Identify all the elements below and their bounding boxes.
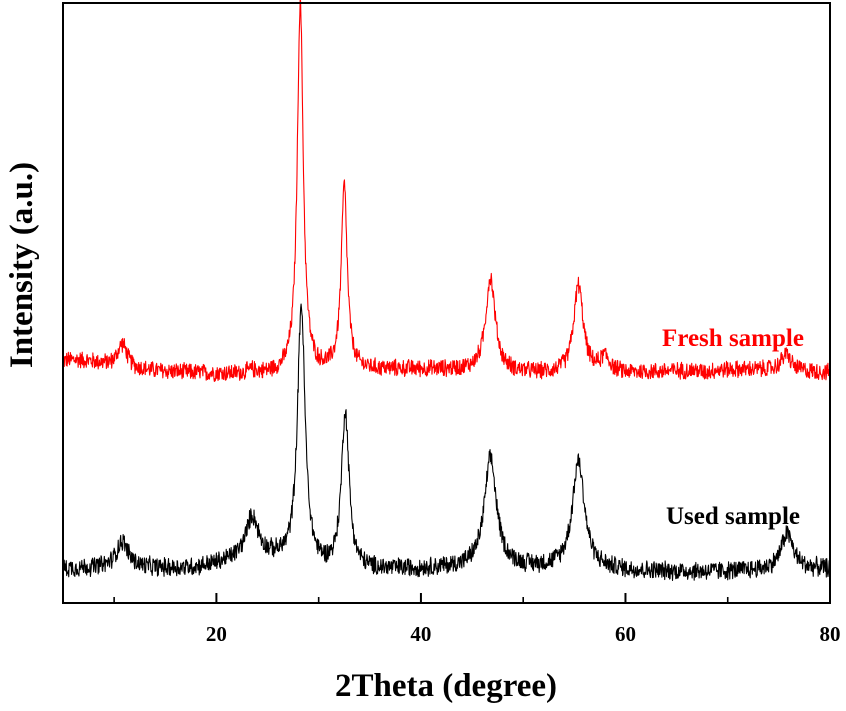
x-axis-title: 2Theta (degree)	[335, 668, 557, 704]
x-tick-label: 20	[206, 622, 227, 646]
plot-frame	[62, 2, 831, 604]
x-tick-label: 80	[820, 622, 841, 646]
series-line-used	[62, 303, 831, 582]
series-label-used: Used sample	[666, 503, 800, 530]
x-tick-label: 40	[410, 622, 431, 646]
x-tick-label: 60	[615, 622, 636, 646]
series-line-fresh	[62, 0, 831, 382]
y-axis-title: Intensity (a.u.)	[4, 162, 40, 368]
series-label-fresh: Fresh sample	[662, 325, 804, 352]
